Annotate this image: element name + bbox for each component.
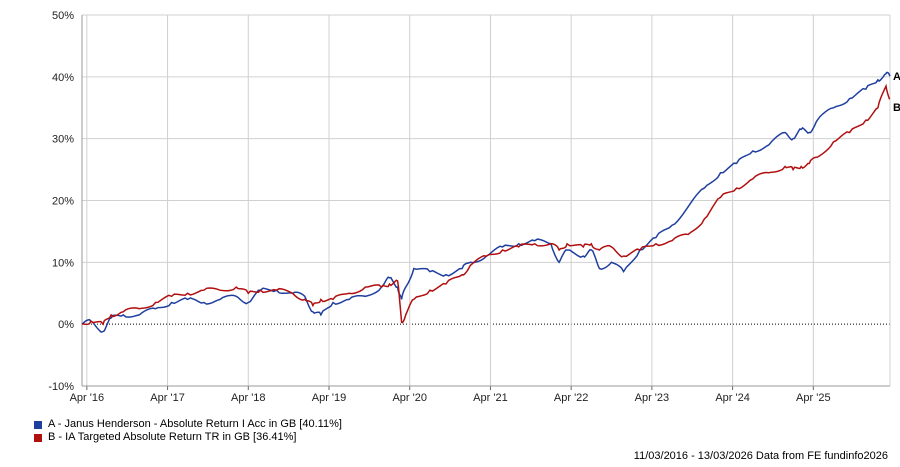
legend-label-a: A - Janus Henderson - Absolute Return I … bbox=[48, 418, 342, 430]
legend: A - Janus Henderson - Absolute Return I … bbox=[34, 418, 342, 444]
y-tick-label: 10% bbox=[52, 257, 74, 269]
legend-item-b: B - IA Targeted Absolute Return TR in GB… bbox=[34, 431, 342, 444]
series-a-line bbox=[81, 71, 891, 333]
end-label-b: B bbox=[893, 102, 900, 114]
series-b-line bbox=[81, 83, 891, 326]
x-tick-label: Apr '16 bbox=[70, 392, 105, 404]
x-tick-label: Apr '19 bbox=[312, 392, 347, 404]
x-tick-label: Apr '21 bbox=[473, 392, 508, 404]
series-lines bbox=[81, 71, 891, 333]
date-range-footer: 11/03/2016 - 13/03/2026 Data from FE fun… bbox=[633, 450, 888, 462]
legend-item-a: A - Janus Henderson - Absolute Return I … bbox=[34, 418, 342, 431]
y-tick-label: 0% bbox=[58, 319, 74, 331]
legend-swatch-b bbox=[34, 433, 42, 442]
x-tick-label: Apr '24 bbox=[715, 392, 750, 404]
y-tick-label: 20% bbox=[52, 196, 74, 208]
y-tick-label: -10% bbox=[48, 381, 74, 393]
end-label-a: A bbox=[893, 71, 900, 83]
x-tick-label: Apr '20 bbox=[392, 392, 427, 404]
axes bbox=[81, 15, 891, 390]
labels: 50% 40% 30% 20% 10% 0% -10%Apr '16 Apr '17 Apr '… bbox=[48, 10, 900, 404]
legend-label-b: B - IA Targeted Absolute Return TR in GB… bbox=[48, 431, 297, 443]
x-tick-label: Apr '25 bbox=[796, 392, 831, 404]
x-tick-label: Apr '18 bbox=[231, 392, 266, 404]
legend-swatch-a bbox=[34, 420, 42, 429]
x-tick-label: Apr '23 bbox=[635, 392, 670, 404]
x-tick-label: Apr '22 bbox=[554, 392, 589, 404]
grid-lines bbox=[82, 14, 890, 387]
y-tick-label: 30% bbox=[52, 134, 74, 146]
y-tick-label: 50% bbox=[52, 10, 74, 22]
x-tick-label: Apr '17 bbox=[150, 392, 185, 404]
y-tick-label: 40% bbox=[52, 72, 74, 84]
